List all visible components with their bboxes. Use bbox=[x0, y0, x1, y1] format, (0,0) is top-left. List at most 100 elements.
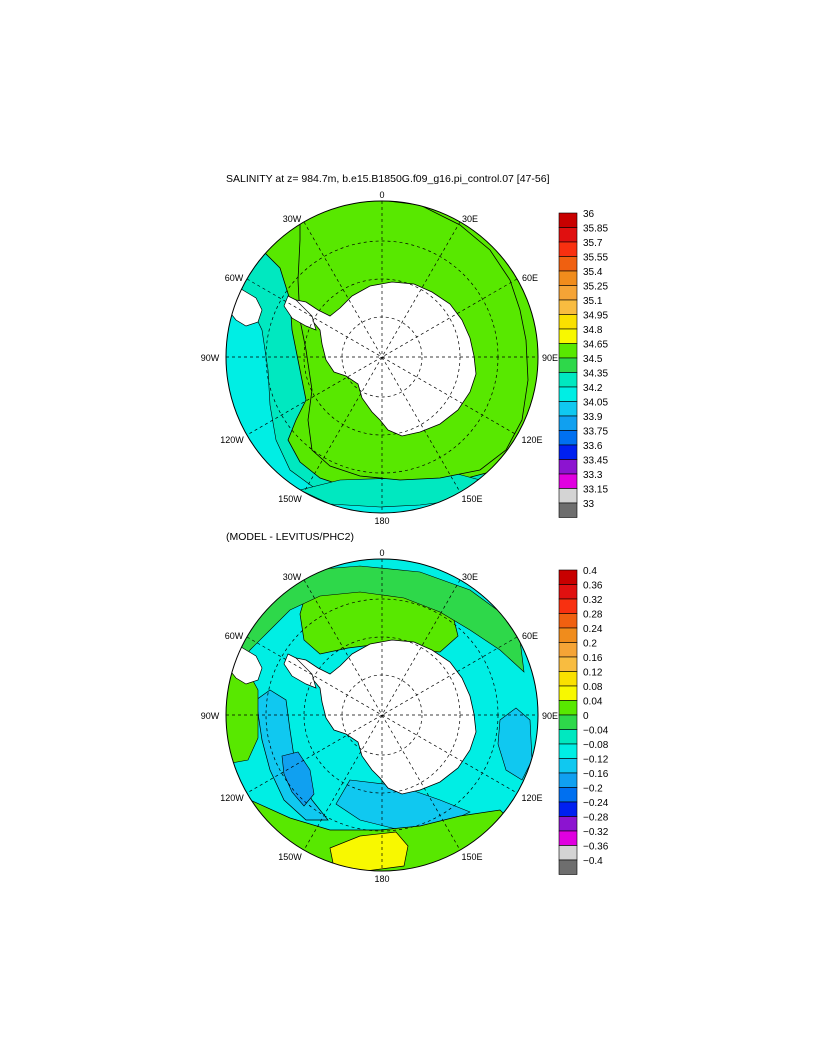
bottom-colorbar-swatch bbox=[558, 714, 578, 730]
bottom-colorbar-swatch bbox=[558, 772, 578, 788]
top-colorbar-swatch bbox=[558, 299, 578, 315]
top-lon-120e: 120E bbox=[521, 435, 542, 445]
bottom-colorbar-swatch bbox=[558, 613, 578, 629]
bottom-lon-150e: 150E bbox=[461, 852, 482, 862]
top-colorbar-swatch bbox=[558, 502, 578, 518]
bottom-colorbar-label: −0.28 bbox=[583, 813, 609, 824]
top-colorbar-label: 36 bbox=[583, 209, 595, 220]
bottom-antarctic-peninsula bbox=[283, 653, 317, 689]
bottom-colorbar-swatch bbox=[558, 700, 578, 716]
top-lon-120w: 120W bbox=[220, 435, 244, 445]
bottom-graticule bbox=[226, 559, 538, 871]
top-lon-90w: 90W bbox=[201, 353, 220, 363]
bottom-colorbar-label: 0.08 bbox=[583, 682, 603, 693]
bottom-colorbar-swatch bbox=[558, 685, 578, 701]
bottom-colorbar-label: −0.32 bbox=[583, 827, 609, 838]
top-colorbar: 36 35.85 35.7 35.55 35.4 35.25 35.1 34.95 34.8 34… bbox=[558, 209, 608, 518]
top-colorbar-label: 33 bbox=[583, 499, 595, 510]
bottom-lon-90e: 90E bbox=[542, 711, 558, 721]
bottom-map-border bbox=[225, 558, 539, 872]
top-colorbar-label: 34.5 bbox=[583, 354, 603, 365]
top-lon-60w: 60W bbox=[225, 273, 244, 283]
top-colorbar-swatch bbox=[558, 227, 578, 243]
top-graticule bbox=[226, 201, 538, 513]
bottom-colorbar-label: 0.4 bbox=[583, 566, 597, 577]
top-colorbar-swatch bbox=[558, 444, 578, 460]
top-lon-0: 0 bbox=[379, 190, 384, 200]
bottom-colorbar-swatch bbox=[558, 758, 578, 774]
top-lon-150w: 150W bbox=[278, 494, 302, 504]
top-panel: SALINITY at z= 984.7m, b.e15.B1850G.f09_… bbox=[201, 173, 609, 526]
bottom-colorbar-swatch bbox=[558, 743, 578, 759]
top-colorbar-swatch bbox=[558, 386, 578, 402]
bottom-anomaly-map bbox=[226, 559, 538, 871]
top-colorbar-label: 34.2 bbox=[583, 383, 603, 394]
top-colorbar-label: 34.65 bbox=[583, 340, 608, 351]
bottom-colorbar-label: −0.04 bbox=[583, 726, 609, 737]
bottom-negative-east bbox=[497, 707, 533, 781]
top-colorbar-swatch bbox=[558, 459, 578, 475]
top-colorbar-label: 35.7 bbox=[583, 238, 603, 249]
top-map-border bbox=[225, 200, 539, 514]
top-lon-30e: 30E bbox=[462, 214, 478, 224]
bottom-lon-30w: 30W bbox=[283, 572, 302, 582]
top-colorbar-label: 35.4 bbox=[583, 267, 603, 278]
top-colorbar-label: 35.85 bbox=[583, 224, 608, 235]
bottom-colorbar-swatch bbox=[558, 598, 578, 614]
top-colorbar-swatch bbox=[558, 256, 578, 272]
top-lon-90e: 90E bbox=[542, 353, 558, 363]
top-colorbar-swatch bbox=[558, 357, 578, 373]
bottom-colorbar-label: −0.36 bbox=[583, 842, 609, 853]
bottom-colorbar-label: −0.24 bbox=[583, 798, 609, 809]
bottom-colorbar-label: 0.36 bbox=[583, 581, 603, 592]
top-colorbar-swatch bbox=[558, 473, 578, 489]
bottom-colorbar-swatch bbox=[558, 569, 578, 585]
bottom-colorbar-swatch bbox=[558, 830, 578, 846]
bottom-colorbar-swatch bbox=[558, 627, 578, 643]
bottom-panel-title: (MODEL - LEVITUS/PHC2) bbox=[226, 531, 354, 543]
bottom-colorbar-label: −0.08 bbox=[583, 740, 609, 751]
bottom-colorbar-label: 0.28 bbox=[583, 610, 603, 621]
top-salinity-map bbox=[226, 201, 538, 513]
bottom-colorbar-label: 0.12 bbox=[583, 668, 603, 679]
top-colorbar-swatch bbox=[558, 212, 578, 228]
top-colorbar-label: 33.9 bbox=[583, 412, 603, 423]
bottom-colorbar-label: −0.4 bbox=[583, 856, 603, 867]
bottom-colorbar-label: 0 bbox=[583, 711, 589, 722]
top-colorbar-swatch bbox=[558, 314, 578, 330]
top-colorbar-label: 33.75 bbox=[583, 427, 608, 438]
top-antarctic-peninsula bbox=[283, 295, 317, 331]
top-colorbar-label: 33.6 bbox=[583, 441, 603, 452]
bottom-colorbar-swatch bbox=[558, 656, 578, 672]
bottom-lon-60w: 60W bbox=[225, 631, 244, 641]
top-colorbar-label: 33.45 bbox=[583, 456, 608, 467]
top-colorbar-swatch bbox=[558, 488, 578, 504]
bottom-colorbar-swatch bbox=[558, 787, 578, 803]
top-colorbar-label: 34.8 bbox=[583, 325, 603, 336]
bottom-panel: (MODEL - LEVITUS/PHC2) bbox=[201, 531, 609, 884]
bottom-negative-deep bbox=[281, 751, 315, 807]
top-colorbar-swatch bbox=[558, 328, 578, 344]
top-colorbar-label: 34.05 bbox=[583, 398, 608, 409]
bottom-colorbar-swatch bbox=[558, 845, 578, 861]
bottom-colorbar-swatch bbox=[558, 729, 578, 745]
bottom-colorbar-swatch bbox=[558, 816, 578, 832]
bottom-lon-90w: 90W bbox=[201, 711, 220, 721]
top-colorbar-label: 34.35 bbox=[583, 369, 608, 380]
bottom-colorbar-label: 0.16 bbox=[583, 653, 603, 664]
top-colorbar-swatch bbox=[558, 270, 578, 286]
bottom-colorbar-swatch bbox=[558, 642, 578, 658]
top-colorbar-swatch bbox=[558, 372, 578, 388]
bottom-lon-30e: 30E bbox=[462, 572, 478, 582]
top-colorbar-label: 35.1 bbox=[583, 296, 603, 307]
bottom-colorbar-label: 0.04 bbox=[583, 697, 603, 708]
top-colorbar-swatch bbox=[558, 241, 578, 257]
bottom-colorbar-label: −0.2 bbox=[583, 784, 603, 795]
top-colorbar-label: 35.25 bbox=[583, 282, 608, 293]
bottom-colorbar-swatch bbox=[558, 859, 578, 875]
top-colorbar-label: 35.55 bbox=[583, 253, 608, 264]
bottom-colorbar: 0.4 0.36 0.32 0.28 0.24 0.2 0.16 0.12 0.08 0.04 0 −… bbox=[558, 566, 609, 875]
bottom-lon-150w: 150W bbox=[278, 852, 302, 862]
top-colorbar-label: 34.95 bbox=[583, 311, 608, 322]
